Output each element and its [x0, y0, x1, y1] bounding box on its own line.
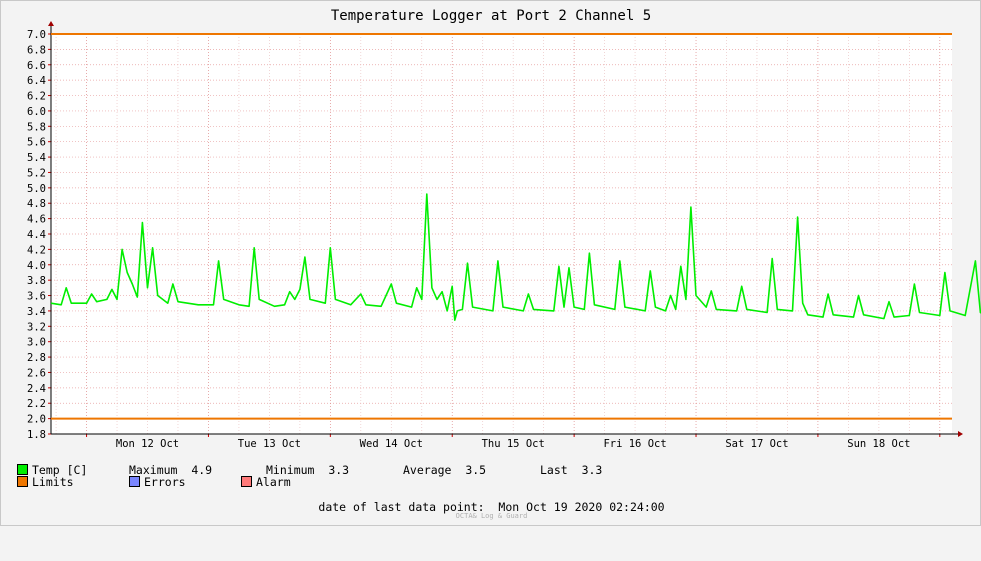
y-tick-label: 2.4 [27, 383, 46, 395]
x-tick-label: Sun 18 Oct [847, 438, 910, 450]
y-tick-label: 4.8 [27, 198, 46, 210]
x-tick-label: Wed 14 Oct [360, 438, 423, 450]
limit-lines [51, 33, 952, 420]
limits-swatch [17, 476, 28, 487]
y-axis-arrow [48, 21, 54, 26]
legend-last: Last 3.3 [540, 463, 602, 477]
y-tick-label: 2.2 [27, 398, 46, 410]
y-tick-label: 3.0 [27, 337, 46, 349]
legend-temp: Temp [C] [17, 463, 87, 477]
legend-limits: Limits [17, 475, 74, 489]
average-value: 3.5 [465, 463, 487, 477]
last-data-point-value: Mon Oct 19 2020 02:24:00 [498, 500, 665, 514]
chart-frame: Temperature Logger at Port 2 Channel 5 1… [0, 0, 981, 526]
legend-row-temp: Temp [C] Maximum 4.9 Minimum 3.3 Average… [17, 463, 602, 477]
y-tick-label: 6.2 [27, 91, 46, 103]
y-tick-label: 3.6 [27, 291, 46, 303]
y-tick-label: 3.8 [27, 275, 46, 287]
y-tick-label: 2.6 [27, 367, 46, 379]
y-tick-label: 5.4 [27, 152, 46, 164]
x-axis-arrow [958, 431, 963, 437]
temp-swatch [17, 464, 28, 475]
grid [51, 33, 952, 435]
y-tick-label: 2.8 [27, 352, 46, 364]
x-tick-label: Fri 16 Oct [603, 438, 666, 450]
minimum-value: 3.3 [328, 463, 350, 477]
y-tick-label: 5.2 [27, 167, 46, 179]
y-tick-label: 4.2 [27, 244, 46, 256]
last-value: 3.3 [581, 463, 603, 477]
y-tick-label: 3.2 [27, 321, 46, 333]
y-tick-label: 4.6 [27, 214, 46, 226]
legend-temp-label: Temp [C] [32, 463, 88, 477]
y-tick-label: 7.0 [27, 29, 46, 41]
legend-errors: Errors [129, 475, 186, 489]
x-tick-label: Thu 15 Oct [482, 438, 545, 450]
series-layer [50, 193, 981, 322]
legend-row-status: Limits Errors Alarm [17, 475, 291, 489]
temp-series-line [50, 193, 981, 322]
legend-alarm: Alarm [241, 475, 291, 489]
axes [48, 21, 963, 437]
y-tick-label: 4.4 [27, 229, 46, 241]
y-tick-label: 5.0 [27, 183, 46, 195]
legend-minimum: Minimum 3.3 [266, 463, 349, 477]
y-tick-label: 2.0 [27, 414, 46, 426]
y-tick-label: 1.8 [27, 429, 46, 441]
x-tick-label: Tue 13 Oct [238, 438, 301, 450]
tick-labels: 1.8 2.0 2.2 2.4 2.6 2.8 3.0 3.2 3.4 3.6 3.8 4.0 4.2 4… [27, 29, 910, 450]
legend-alarm-label: Alarm [256, 475, 291, 489]
y-tick-label: 6.6 [27, 60, 46, 72]
y-tick-label: 6.0 [27, 106, 46, 118]
y-tick-label: 5.6 [27, 137, 46, 149]
alarm-swatch [241, 476, 252, 487]
last-data-point: date of last data point: Mon Oct 19 2020… [1, 500, 981, 514]
legend-maximum: Maximum 4.9 [129, 463, 212, 477]
maximum-value: 4.9 [191, 463, 213, 477]
y-tick-label: 4.0 [27, 260, 46, 272]
x-tick-label: Sat 17 Oct [725, 438, 788, 450]
chart-title: Temperature Logger at Port 2 Channel 5 [331, 8, 651, 24]
legend-average: Average 3.5 [403, 463, 486, 477]
y-tick-label: 3.4 [27, 306, 46, 318]
y-tick-label: 6.8 [27, 44, 46, 56]
legend-errors-label: Errors [144, 475, 186, 489]
maximum-label: Maximum [129, 463, 178, 477]
last-data-point-label: date of last data point: [318, 500, 485, 514]
minimum-label: Minimum [266, 463, 315, 477]
last-label: Last [540, 463, 568, 477]
credit-watermark: OCTA& Log & Guard [455, 512, 528, 520]
x-tick-label: Mon 12 Oct [116, 438, 179, 450]
legend-limits-label: Limits [32, 475, 74, 489]
errors-swatch [129, 476, 140, 487]
average-label: Average [403, 463, 452, 477]
y-tick-label: 6.4 [27, 75, 46, 87]
y-tick-label: 5.8 [27, 121, 46, 133]
temperature-chart: Temperature Logger at Port 2 Channel 5 1… [27, 8, 981, 450]
